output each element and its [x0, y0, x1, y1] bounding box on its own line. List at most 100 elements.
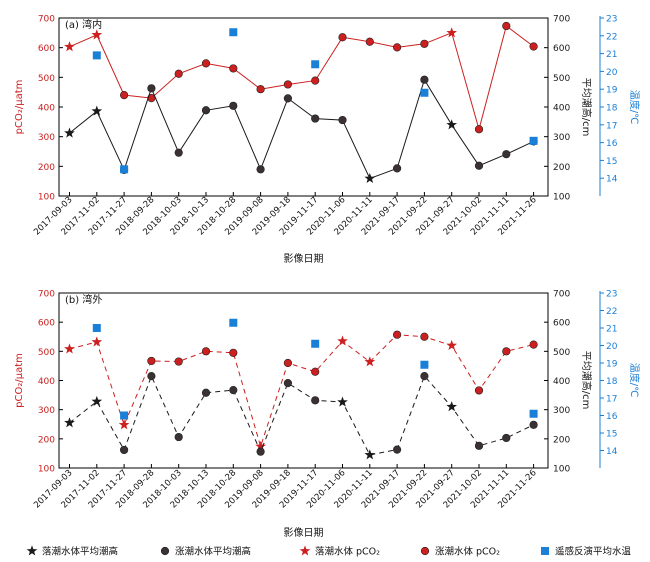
data-point-tide [147, 372, 156, 381]
data-point-pco2 [201, 59, 211, 68]
legend-label-star_red: 落潮水体 pCO₂ [315, 546, 380, 558]
data-point-temperature [229, 28, 238, 37]
data-point-tide [420, 372, 429, 381]
data-point-tide [174, 148, 183, 157]
right-tick-label: 600 [553, 319, 570, 329]
data-point-tide [446, 119, 458, 130]
data-point-pco2 [229, 64, 238, 73]
temperature-tick-label: 14 [606, 175, 618, 185]
temperature-tick-label: 17 [606, 121, 617, 131]
temperature-tick-label: 15 [606, 157, 617, 167]
data-point-tide [283, 94, 293, 103]
left-axis-title: pCO₂/μatm [14, 353, 25, 408]
data-point-temperature [420, 88, 429, 97]
temperature-tick-label: 18 [606, 377, 618, 387]
left-tick-label: 600 [38, 319, 55, 329]
data-point-pco2 [174, 69, 183, 78]
right-tick-label: 200 [553, 435, 570, 445]
temperature-tick-label: 14 [606, 447, 618, 457]
temperature-tick-label: 22 [606, 32, 617, 42]
left-tick-label: 300 [38, 406, 55, 416]
data-point-tide [393, 445, 402, 454]
temperature-axis-title: 温度/℃ [628, 363, 641, 398]
temperature-tick-label: 19 [606, 360, 618, 370]
data-point-pco2 [174, 357, 183, 366]
legend-label-star_black: 落潮水体平均潮高 [42, 546, 118, 558]
plot-frame [58, 292, 549, 469]
data-point-pco2 [502, 347, 511, 356]
data-point-tide [256, 165, 265, 174]
data-point-tide [64, 127, 75, 138]
series-tide [64, 75, 538, 184]
data-point-pco2 [311, 76, 320, 85]
right-tick-label: 100 [553, 465, 570, 475]
data-point-pco2 [420, 39, 429, 48]
data-point-pco2 [91, 336, 103, 347]
right-tick-label: 300 [553, 406, 570, 416]
data-point-pco2 [393, 330, 402, 339]
temperature-tick-label: 18 [606, 104, 618, 114]
right-axis-title: 平均潮高/cm [580, 78, 593, 137]
data-point-pco2 [364, 356, 376, 367]
data-point-pco2 [147, 356, 156, 366]
data-point-tide [311, 396, 320, 405]
temperature-tick-label: 20 [606, 68, 618, 78]
temperature-tick-label: 16 [606, 139, 618, 149]
data-point-temperature [120, 165, 129, 174]
data-point-pco2 [283, 358, 293, 368]
series-line-tide [69, 374, 534, 456]
right-tick-label: 300 [553, 133, 570, 143]
right-tick-label: 200 [553, 163, 570, 173]
data-point-pco2 [446, 27, 458, 38]
right-tick-label: 400 [553, 104, 570, 114]
series-pco2 [64, 21, 538, 134]
data-point-temperature [92, 324, 101, 332]
data-point-pco2 [201, 347, 211, 356]
data-point-tide [502, 433, 511, 443]
data-point-tide [91, 105, 103, 116]
data-point-tide [229, 101, 238, 110]
x-axis-title: 影像日期 [284, 253, 324, 265]
data-point-tide [393, 164, 402, 173]
legend-marker-star_red [299, 545, 311, 556]
data-point-tide [502, 150, 511, 159]
legend-marker-square_blue [541, 547, 549, 555]
temperature-tick-label: 22 [606, 307, 617, 317]
chart-panel-2: 100 200 300 400 500 600 700 100 200 300 400 500 600 7… [14, 290, 641, 540]
panel-label: (b) 湾外 [65, 293, 102, 306]
right-tick-label: 600 [553, 44, 570, 54]
data-point-pco2 [64, 41, 75, 52]
series-temp [92, 28, 538, 174]
data-point-pco2 [420, 332, 429, 341]
right-tick-label: 700 [553, 15, 570, 25]
left-tick-label: 200 [38, 163, 55, 173]
legend-label-dot_red: 涨潮水体 pCO₂ [435, 546, 500, 558]
data-point-temperature [529, 409, 538, 418]
data-point-pco2 [393, 43, 402, 52]
legend-label-dot_black: 涨潮水体平均潮高 [175, 546, 251, 558]
data-point-tide [364, 449, 376, 460]
left-tick-label: 500 [38, 348, 55, 358]
left-tick-label: 400 [38, 377, 55, 387]
series-tide [64, 372, 538, 460]
data-point-pco2 [337, 335, 348, 346]
data-point-tide [229, 386, 238, 395]
series-line-pco2 [69, 25, 534, 132]
data-point-tide [446, 401, 458, 412]
left-tick-label: 500 [38, 74, 55, 84]
data-point-pco2 [256, 85, 265, 94]
data-point-tide [119, 445, 129, 455]
data-point-tide [283, 379, 293, 388]
temperature-tick-label: 21 [606, 50, 617, 60]
data-point-tide [256, 447, 265, 456]
data-point-pco2 [529, 42, 538, 51]
legend-marker-dot_red [420, 546, 430, 556]
data-point-temperature [529, 136, 538, 145]
temperature-tick-label: 23 [606, 290, 617, 300]
data-point-pco2 [64, 343, 75, 354]
panel-label: (a) 湾内 [65, 18, 102, 31]
data-point-pco2 [474, 125, 484, 134]
legend-label-square_blue: 遥感反演平均水温 [555, 546, 632, 558]
data-point-pco2 [502, 21, 511, 31]
